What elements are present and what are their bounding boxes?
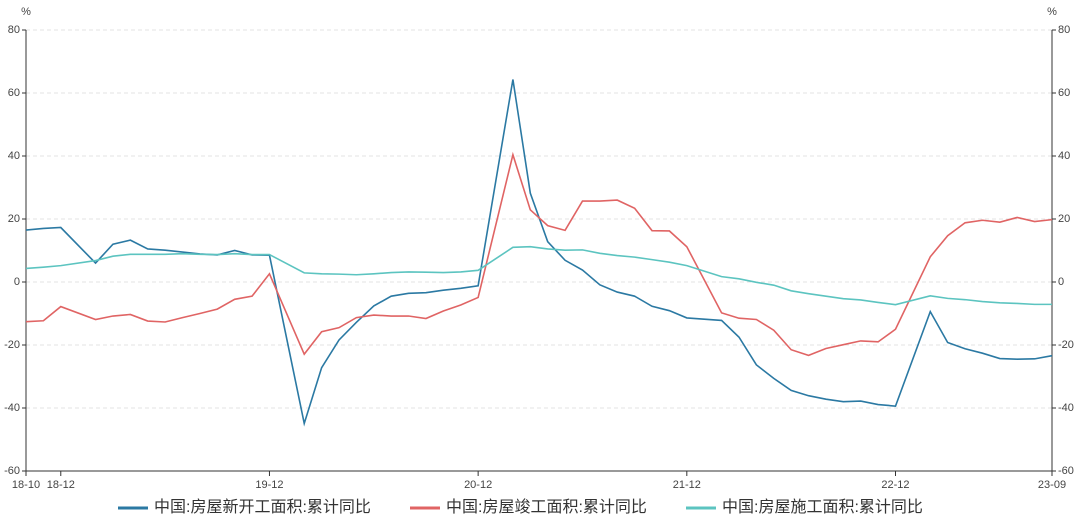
y2-tick-label: 20 [1058, 213, 1070, 225]
y2-tick-label: 80 [1058, 24, 1070, 36]
series-line [25, 151, 1053, 357]
series-line [25, 79, 1053, 427]
x-tick-label: 19-12 [255, 479, 283, 491]
y2-tick-label: 0 [1058, 276, 1064, 288]
y2-tick-label: 40 [1058, 150, 1070, 162]
x-tick-label: 23-09 [1038, 479, 1066, 491]
y2-tick-label: 60 [1058, 87, 1070, 99]
y-axis-unit: % [21, 6, 31, 18]
y-tick-label: -20 [4, 339, 20, 351]
x-tick-label: 18-10 [12, 479, 40, 491]
legend-text: 中国:房屋施工面积:累计同比 [722, 498, 923, 516]
y-tick-label: 60 [8, 87, 20, 99]
x-tick-label: 18-12 [47, 479, 75, 491]
x-tick-label: 21-12 [673, 479, 701, 491]
legend-text: 中国:房屋竣工面积:累计同比 [446, 498, 647, 516]
y-tick-label: 80 [8, 24, 20, 36]
y-tick-label: 40 [8, 150, 20, 162]
legend-text: 中国:房屋新开工面积:累计同比 [154, 498, 371, 516]
y-tick-label: 0 [14, 276, 20, 288]
x-tick-label: 20-12 [464, 479, 492, 491]
y2-tick-label: -20 [1058, 339, 1074, 351]
y2-axis-unit: % [1047, 6, 1057, 18]
y-tick-label: -40 [4, 402, 20, 414]
y-tick-label: 20 [8, 213, 20, 225]
y2-tick-label: -60 [1058, 465, 1074, 477]
y2-tick-label: -40 [1058, 402, 1074, 414]
series-line [25, 245, 1052, 306]
y-tick-label: -60 [4, 465, 20, 477]
x-tick-label: 22-12 [881, 479, 909, 491]
